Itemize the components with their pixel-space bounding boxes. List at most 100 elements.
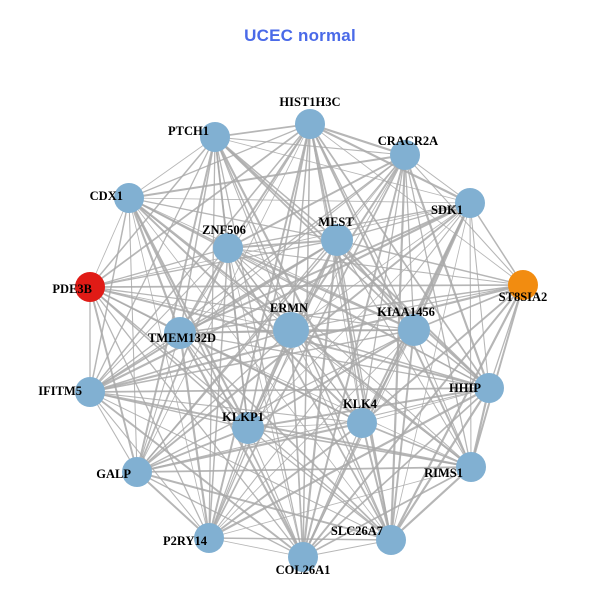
graph-edge <box>309 122 406 157</box>
graph-node[interactable] <box>200 122 230 152</box>
graph-node[interactable] <box>273 312 309 348</box>
graph-node[interactable] <box>376 525 406 555</box>
graph-node[interactable] <box>390 140 420 170</box>
graph-node[interactable] <box>398 314 430 346</box>
graph-node-label: KLKP1 <box>222 410 264 424</box>
graph-node[interactable] <box>194 523 224 553</box>
graph-node[interactable] <box>75 377 105 407</box>
graph-edge <box>361 387 490 424</box>
graph-edge <box>290 329 490 389</box>
graph-node[interactable] <box>213 233 243 263</box>
graph-edge <box>136 471 392 541</box>
graph-edge <box>290 123 311 331</box>
graph-edge <box>390 387 490 541</box>
graph-edge <box>214 136 292 331</box>
graph-edge <box>361 329 415 424</box>
graph-edge <box>128 197 392 541</box>
graph-edge <box>302 123 311 558</box>
graph-edge <box>247 427 392 541</box>
graph-edge <box>178 332 211 539</box>
graph-edge <box>128 197 229 249</box>
graph-node-label: IFITM5 <box>38 384 82 398</box>
graph-edge <box>179 247 229 334</box>
graph-node[interactable] <box>288 542 318 572</box>
graph-node-label: P2RY14 <box>163 534 208 548</box>
graph-node[interactable] <box>295 109 325 139</box>
graph-edge <box>214 136 304 558</box>
graph-edge <box>89 391 138 473</box>
graph-node[interactable] <box>455 188 485 218</box>
graph-node[interactable] <box>508 270 538 300</box>
graph-node[interactable] <box>114 183 144 213</box>
graph-edge <box>89 284 524 288</box>
graph-edge <box>227 239 338 249</box>
graph-node-label: SLC26A7 <box>331 524 383 538</box>
graph-edge <box>89 391 249 429</box>
graph-edge <box>128 197 249 429</box>
graph-edge <box>413 329 472 468</box>
graph-node[interactable] <box>164 317 196 349</box>
graph-edge <box>214 136 490 389</box>
graph-edge <box>214 136 338 241</box>
graph-edge <box>136 427 249 473</box>
node-layer <box>75 109 538 572</box>
graph-edge <box>290 329 363 424</box>
graph-edge <box>247 387 490 429</box>
graph-node[interactable] <box>122 457 152 487</box>
graph-edge <box>309 123 490 389</box>
graph-edge <box>179 332 249 429</box>
graph-edge <box>309 123 472 468</box>
graph-node-label: CRACR2A <box>378 134 438 148</box>
graph-edge <box>136 421 363 474</box>
graph-edge <box>361 422 392 541</box>
graph-edge <box>208 427 249 539</box>
graph-node-label: ZNF506 <box>202 223 246 237</box>
graph-edge <box>469 202 524 286</box>
graph-node-label: CDX1 <box>90 189 123 203</box>
graph-edge <box>227 247 472 468</box>
graph-edge <box>290 329 392 541</box>
graph-edge <box>227 247 524 286</box>
graph-node[interactable] <box>75 272 105 302</box>
graph-node-label: PTCH1 <box>168 124 209 138</box>
graph-edge <box>208 537 392 541</box>
graph-edge <box>89 286 249 429</box>
graph-edge <box>247 427 304 558</box>
graph-edge <box>89 286 138 473</box>
graph-edge <box>89 123 311 393</box>
edge-layer <box>89 122 524 558</box>
graph-edge <box>469 202 472 468</box>
graph-edge <box>336 239 415 331</box>
graph-edge <box>208 136 216 539</box>
graph-edge <box>128 154 406 199</box>
graph-node[interactable] <box>347 408 377 438</box>
graph-edge <box>227 247 415 331</box>
graph-edge <box>336 239 490 389</box>
graph-edge <box>128 197 338 241</box>
graph-edge <box>179 136 216 334</box>
graph-node-label: TMEM132D <box>148 331 216 345</box>
graph-node-label: ERMN <box>270 301 308 315</box>
graph-node[interactable] <box>474 373 504 403</box>
graph-edge <box>302 422 363 558</box>
graph-edge <box>136 471 304 558</box>
graph-edge <box>89 329 292 393</box>
graph-node[interactable] <box>232 412 264 444</box>
graph-edge <box>227 247 392 541</box>
graph-node-label: RIMS1 <box>424 466 463 480</box>
graph-node[interactable] <box>456 452 486 482</box>
graph-edge <box>336 202 471 241</box>
graph-edge <box>302 154 406 558</box>
graph-edge <box>89 202 471 393</box>
graph-edge <box>128 197 138 473</box>
graph-edge <box>136 247 229 473</box>
graph-edge <box>89 197 130 393</box>
graph-edge <box>128 197 363 424</box>
graph-edge <box>247 329 415 429</box>
graph-node[interactable] <box>321 224 353 256</box>
graph-edge <box>208 202 471 539</box>
graph-node-label: SDK1 <box>431 203 463 217</box>
graph-edge <box>290 329 304 558</box>
